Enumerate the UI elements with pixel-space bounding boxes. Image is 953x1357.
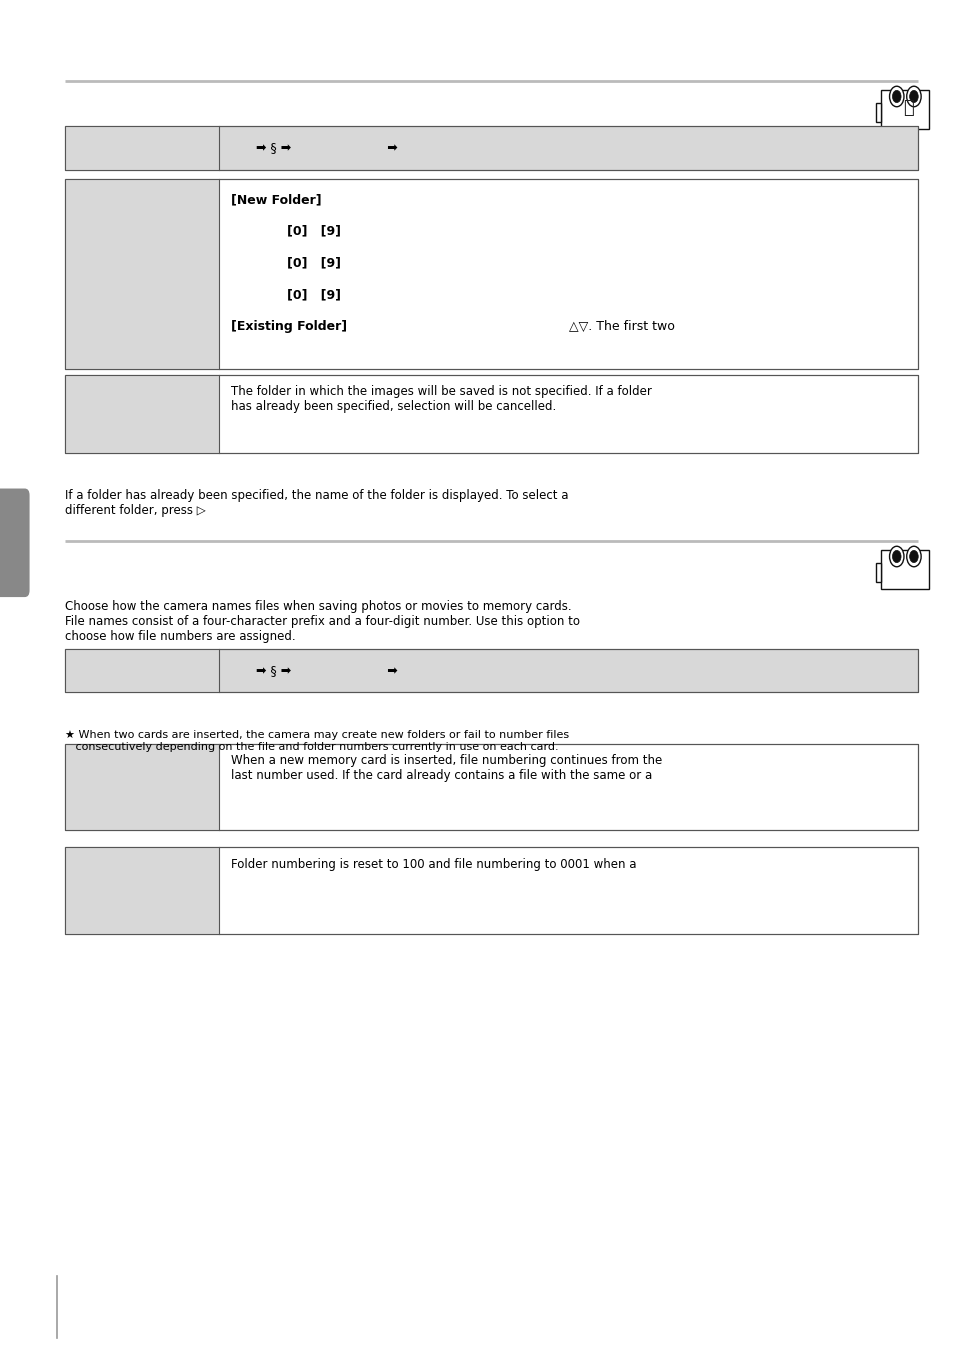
Text: [0]   [9]: [0] [9] (287, 256, 340, 269)
Bar (65, 649, 219, 692)
Text: ➡ § ➡                        ➡: ➡ § ➡ ➡ (255, 141, 397, 155)
Circle shape (905, 547, 921, 567)
Circle shape (905, 87, 921, 107)
Text: ★ When two cards are inserted, the camera may create new folders or fail to numb: ★ When two cards are inserted, the camer… (65, 730, 568, 752)
Circle shape (891, 551, 900, 563)
Text: ➡ § ➡                        ➡: ➡ § ➡ ➡ (255, 664, 397, 677)
Circle shape (908, 91, 917, 103)
Bar (875, 563, 881, 582)
FancyBboxPatch shape (0, 489, 30, 597)
Text: [New Folder]: [New Folder] (231, 193, 321, 206)
Bar (65, 126, 917, 170)
Circle shape (888, 87, 903, 107)
Bar (881, 91, 928, 129)
Bar (65, 649, 917, 692)
Bar (65, 847, 219, 934)
Bar (65, 179, 219, 369)
Bar (65, 375, 219, 453)
Text: [0]   [9]: [0] [9] (287, 288, 340, 301)
Bar (65, 375, 917, 453)
Bar (65, 179, 917, 369)
Bar (65, 375, 917, 453)
Circle shape (891, 91, 900, 103)
Bar (65, 126, 219, 170)
Text: Choose how the camera names files when saving photos or movies to memory cards.
: Choose how the camera names files when s… (65, 600, 579, 643)
Circle shape (888, 547, 903, 567)
Text: Folder numbering is reset to 100 and file numbering to 0001 when a: Folder numbering is reset to 100 and fil… (231, 858, 636, 871)
Circle shape (908, 551, 917, 563)
Bar (65, 744, 219, 830)
Text: △▽. The first two: △▽. The first two (568, 320, 674, 332)
Bar (65, 744, 917, 830)
Bar (65, 847, 917, 934)
Bar (875, 103, 881, 122)
Bar (65, 847, 917, 934)
Text: When a new memory card is inserted, file numbering continues from the
last numbe: When a new memory card is inserted, file… (231, 754, 661, 783)
Bar (65, 179, 917, 369)
Text: [0]   [9]: [0] [9] (287, 225, 340, 237)
Text: [Existing Folder]: [Existing Folder] (231, 320, 347, 332)
Bar (881, 551, 928, 589)
Bar (65, 649, 917, 692)
Bar (65, 744, 917, 830)
Text: The folder in which the images will be saved is not specified. If a folder
has a: The folder in which the images will be s… (231, 385, 651, 414)
Text: If a folder has already been specified, the name of the folder is displayed. To : If a folder has already been specified, … (65, 489, 568, 517)
Text: ⛴: ⛴ (902, 99, 913, 117)
Bar (65, 126, 917, 170)
